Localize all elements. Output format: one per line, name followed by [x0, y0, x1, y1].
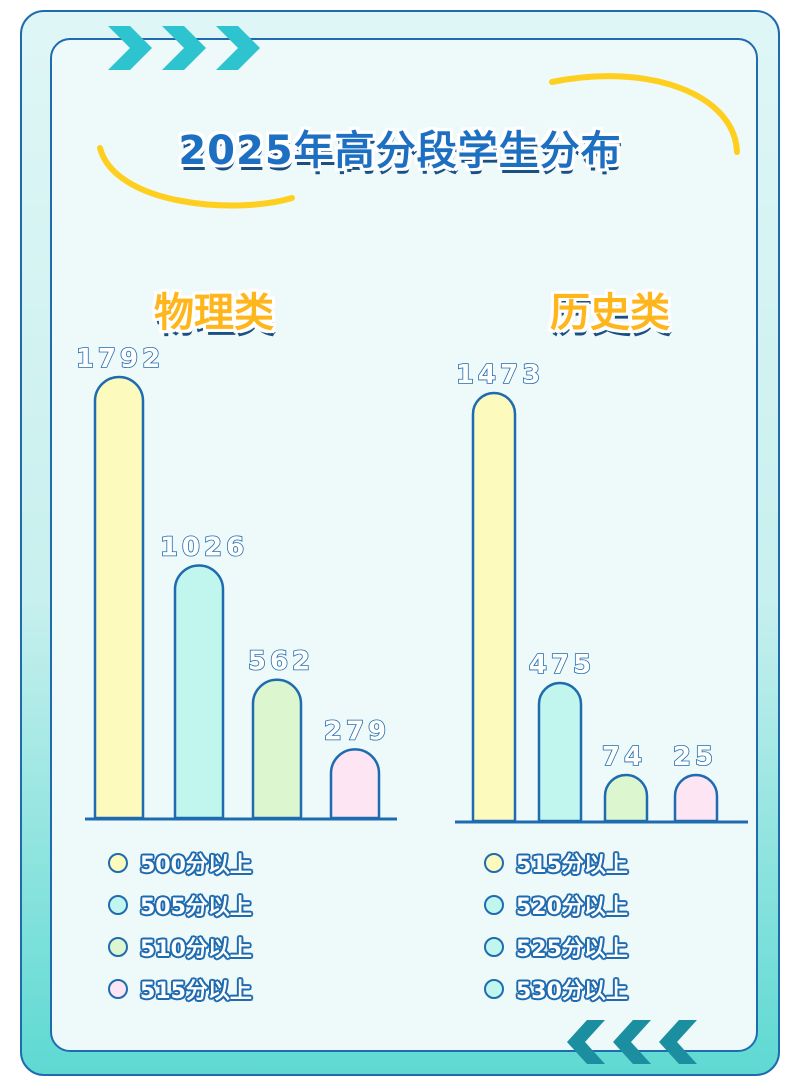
- bar-value-label: 1026: [160, 533, 248, 563]
- bar: [93, 375, 145, 820]
- physics-title: 物理类: [154, 290, 274, 336]
- bar: [329, 748, 381, 820]
- chevron-right-icon: [216, 26, 260, 70]
- chevron-left-icon: [613, 1020, 651, 1064]
- chevron-right-icon-group: [108, 26, 260, 70]
- page-title: 2025年高分段学生分布: [178, 128, 622, 174]
- history-title: 历史类: [550, 290, 670, 336]
- legend-label: 520分以上: [516, 895, 628, 920]
- chevron-left-icon: [659, 1020, 697, 1064]
- legend-item: 515分以上: [484, 842, 628, 884]
- bar-value-label: 279: [324, 716, 390, 746]
- legend-label: 500分以上: [140, 853, 252, 878]
- bar: [471, 391, 517, 823]
- chevron-right-icon: [162, 26, 206, 70]
- legend-item: 515分以上: [108, 968, 252, 1010]
- legend-item: 525分以上: [484, 926, 628, 968]
- chevron-left-icon: [567, 1020, 605, 1064]
- legend-swatch: [108, 937, 128, 957]
- chevron-left-icon-group: [567, 1020, 697, 1064]
- bar: [673, 773, 719, 823]
- bar-value-label: 562: [248, 647, 314, 677]
- legend-swatch: [484, 895, 504, 915]
- bar: [537, 681, 583, 823]
- legend-item: 510分以上: [108, 926, 252, 968]
- legend-label: 530分以上: [516, 979, 628, 1004]
- legend-label: 525分以上: [516, 937, 628, 962]
- legend-label: 515分以上: [516, 853, 628, 878]
- legend-swatch: [108, 895, 128, 915]
- bar-value-label: 1792: [76, 344, 164, 374]
- physics-legend: 500分以上 505分以上 510分以上 515分以上: [108, 842, 252, 1010]
- bar-value-label: 1473: [456, 360, 544, 390]
- bar-value-label: 25: [673, 742, 717, 772]
- history-legend: 515分以上 520分以上 525分以上 530分以上: [484, 842, 628, 1010]
- legend-item: 530分以上: [484, 968, 628, 1010]
- legend-swatch: [484, 979, 504, 999]
- legend-swatch: [108, 979, 128, 999]
- legend-item: 505分以上: [108, 884, 252, 926]
- physics-chart: 1792 1026 562 279: [75, 343, 397, 821]
- legend-item: 520分以上: [484, 884, 628, 926]
- legend-swatch: [484, 853, 504, 873]
- chevron-right-icon: [108, 26, 152, 70]
- bar-value-label: 475: [529, 650, 595, 680]
- legend-item: 500分以上: [108, 842, 252, 884]
- bar: [173, 564, 225, 820]
- bar: [251, 678, 303, 820]
- bar-value-label: 74: [602, 742, 646, 772]
- legend-swatch: [484, 937, 504, 957]
- legend-label: 510分以上: [140, 937, 252, 962]
- legend-swatch: [108, 853, 128, 873]
- legend-label: 515分以上: [140, 979, 252, 1004]
- bar: [603, 773, 649, 823]
- legend-label: 505分以上: [140, 895, 252, 920]
- history-chart: 1473 475 74 25: [455, 359, 748, 824]
